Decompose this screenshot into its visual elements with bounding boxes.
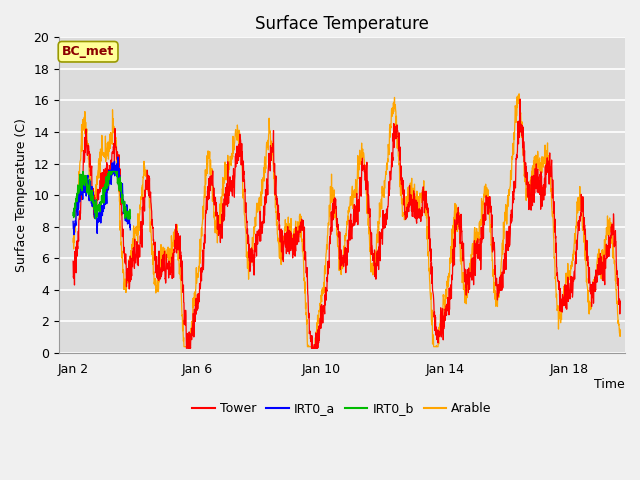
Arable [180, 344, 188, 349]
Arable [97, 158, 105, 164]
IRT0_a [118, 188, 125, 194]
IRT0_a [70, 227, 77, 232]
Arable [601, 245, 609, 251]
IRT0_b [69, 213, 77, 218]
IRT0_b [70, 215, 77, 220]
IRT0_b [79, 168, 87, 174]
Line: IRT0_a: IRT0_a [73, 157, 131, 235]
Y-axis label: Surface Temperature (C): Surface Temperature (C) [15, 118, 28, 272]
IRT0_a [127, 227, 134, 233]
Legend: Tower, IRT0_a, IRT0_b, Arable: Tower, IRT0_a, IRT0_b, Arable [188, 397, 497, 420]
Line: Tower: Tower [73, 99, 620, 348]
Tower [97, 176, 105, 182]
Arable [500, 220, 508, 226]
Tower [321, 292, 329, 298]
Arable [321, 268, 329, 274]
Tower [516, 96, 524, 102]
IRT0_b [99, 198, 106, 204]
X-axis label: Time: Time [595, 379, 625, 392]
IRT0_b [127, 215, 134, 220]
Tower [335, 256, 343, 262]
Arable [601, 252, 609, 258]
IRT0_b [92, 216, 99, 222]
IRT0_a [98, 209, 106, 215]
IRT0_a [121, 209, 129, 215]
IRT0_a [81, 182, 89, 188]
IRT0_b [118, 192, 125, 198]
Arable [69, 239, 77, 245]
IRT0_a [70, 232, 78, 238]
Tower [601, 282, 609, 288]
Arable [335, 252, 343, 258]
IRT0_a [114, 154, 122, 160]
Line: IRT0_b: IRT0_b [73, 171, 131, 219]
Tower [500, 261, 508, 266]
Title: Surface Temperature: Surface Temperature [255, 15, 429, 33]
Text: BC_met: BC_met [62, 45, 114, 58]
Tower [182, 346, 190, 351]
Arable [515, 91, 523, 96]
Tower [69, 258, 77, 264]
Arable [616, 329, 624, 335]
IRT0_b [81, 174, 89, 180]
IRT0_a [69, 218, 77, 224]
Tower [601, 256, 609, 262]
Tower [616, 299, 624, 304]
Line: Arable: Arable [73, 94, 620, 347]
IRT0_b [97, 199, 104, 205]
IRT0_b [121, 216, 129, 221]
IRT0_a [97, 207, 104, 213]
